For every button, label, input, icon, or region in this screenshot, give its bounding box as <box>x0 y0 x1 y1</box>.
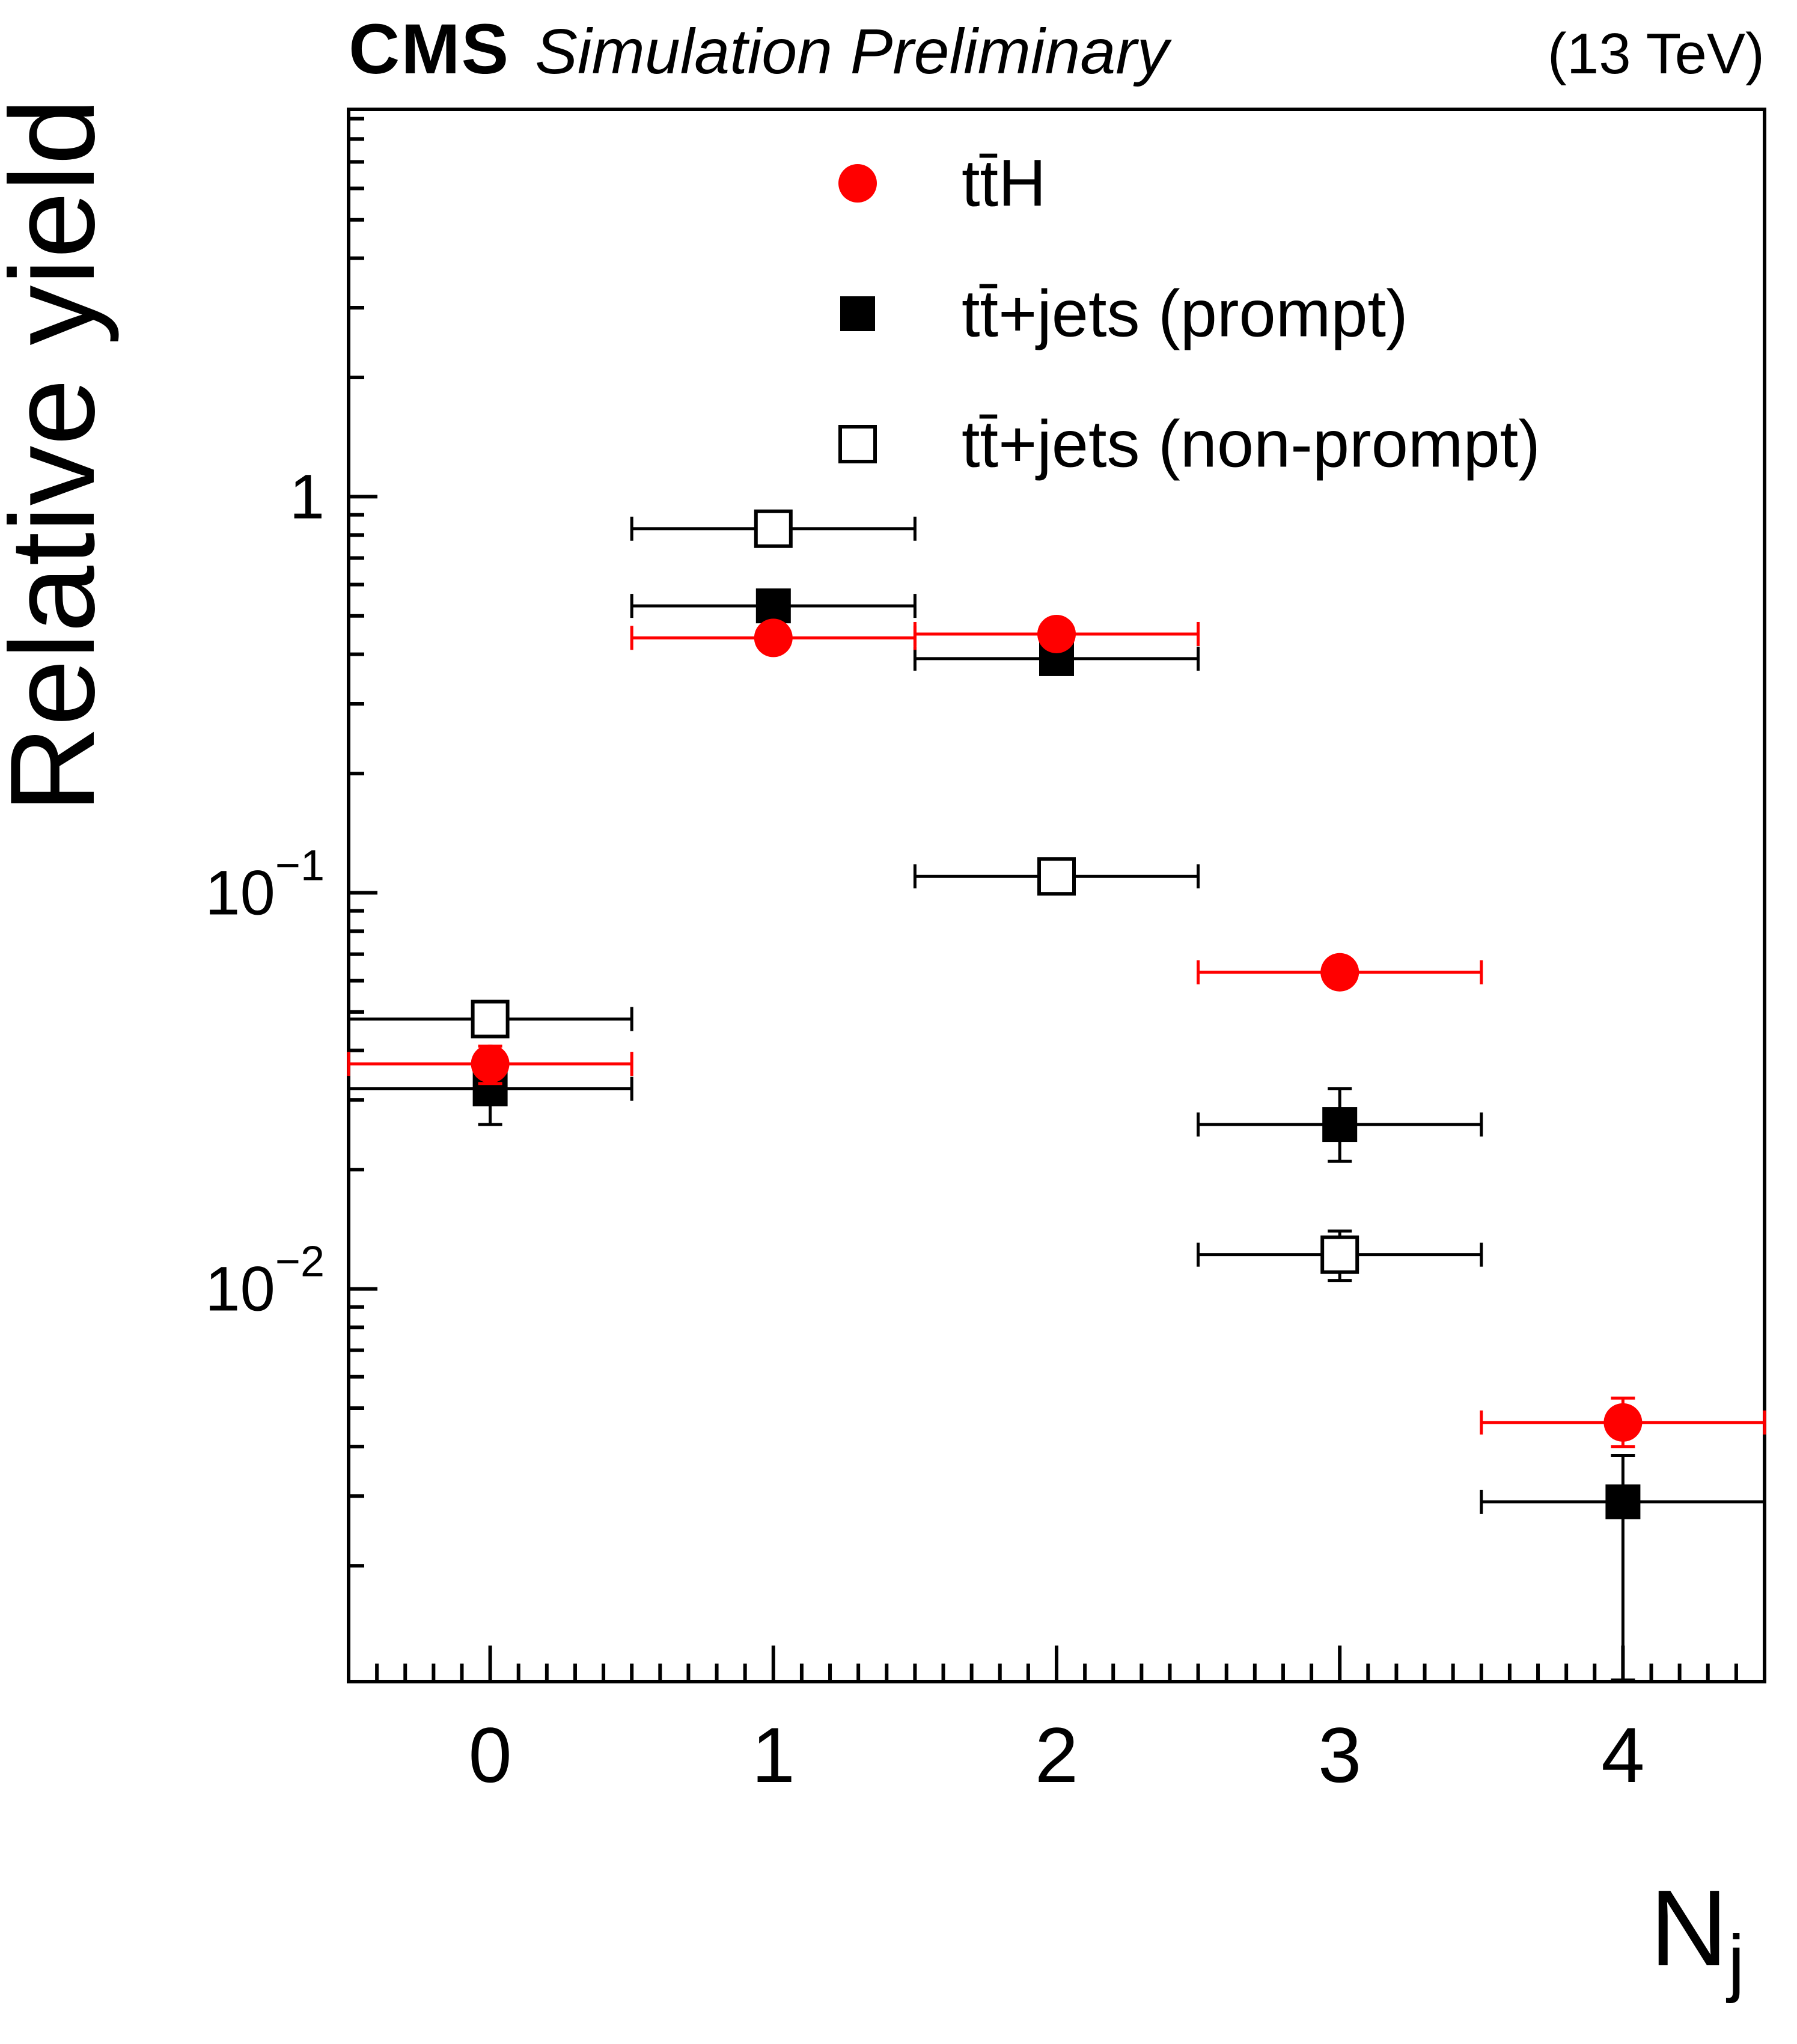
x-axis-title-subscript: j <box>1728 1920 1745 2004</box>
filled-circle-marker <box>1320 953 1359 992</box>
filled-circle-marker <box>1037 614 1076 653</box>
open-square-marker <box>1037 857 1076 896</box>
legend-label: tt̄+jets (prompt) <box>962 277 1408 351</box>
energy-label: (13 TeV) <box>1547 22 1765 86</box>
x-tick-label: 3 <box>1318 1711 1361 1799</box>
x-tick-label: 0 <box>468 1711 511 1799</box>
open-square-marker <box>754 509 793 548</box>
legend: tt̄H tt̄+jets (prompt) tt̄+jets (non-promp… <box>838 147 1540 481</box>
axes: 1 10−1 10−2 0 1 2 3 4 <box>205 117 1738 1799</box>
series-tt-jets-prompt <box>347 588 1766 1682</box>
filled-square-marker <box>1322 1107 1358 1143</box>
filled-circle-marker <box>838 164 877 203</box>
filled-circle-marker <box>471 1045 510 1084</box>
series-tt-jets-nonprompt <box>347 509 1483 1283</box>
open-square-marker <box>1320 1235 1359 1274</box>
legend-label: tt̄+jets (non-prompt) <box>962 407 1540 481</box>
filled-square-marker <box>1605 1484 1641 1519</box>
series-tth <box>347 614 1766 1448</box>
x-axis-title: Nj <box>1650 1866 1745 2000</box>
plot-header: CMS Simulation Preliminary (13 TeV) <box>349 8 1765 90</box>
y-tick-label: 1 <box>290 462 325 532</box>
filled-square-marker <box>840 296 875 331</box>
x-tick-label: 4 <box>1601 1711 1644 1799</box>
filled-circle-marker <box>754 618 793 657</box>
filled-circle-marker <box>1603 1403 1643 1442</box>
legend-label: tt̄H <box>962 147 1046 221</box>
filled-square-marker <box>755 588 791 624</box>
cms-label: CMS <box>349 10 510 89</box>
x-axis-title-main: N <box>1650 1868 1728 1989</box>
y-tick-label: 10−1 <box>205 841 325 928</box>
open-square-marker <box>471 999 510 1039</box>
simulation-preliminary-label: Simulation Preliminary <box>535 16 1169 87</box>
x-tick-label: 2 <box>1035 1711 1078 1799</box>
x-tick-label: 1 <box>752 1711 795 1799</box>
y-tick-label: 10−2 <box>205 1238 325 1325</box>
open-square-marker <box>838 425 877 463</box>
